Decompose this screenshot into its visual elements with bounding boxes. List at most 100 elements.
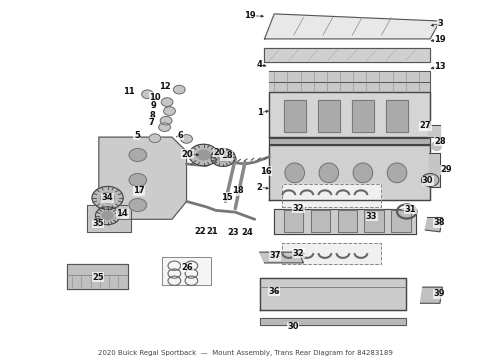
Bar [284,100,306,132]
Bar [386,100,408,132]
Circle shape [100,193,115,203]
Polygon shape [270,145,430,200]
Circle shape [218,153,228,162]
Polygon shape [67,264,128,289]
Text: 6: 6 [178,131,184,140]
Text: 7: 7 [148,118,154,127]
Text: 21: 21 [206,227,218,236]
Circle shape [160,116,172,125]
Text: 33: 33 [366,212,377,221]
Circle shape [164,107,175,115]
Bar [386,100,408,132]
Bar [318,100,340,132]
Polygon shape [425,217,442,232]
Text: 20: 20 [182,150,194,159]
Text: 14: 14 [116,210,128,219]
Text: 39: 39 [433,289,444,298]
Text: 2020 Buick Regal Sportback  —  Mount Assembly, Trans Rear Diagram for 84283189: 2020 Buick Regal Sportback — Mount Assem… [98,350,392,356]
Circle shape [189,144,218,166]
Ellipse shape [285,163,304,183]
Text: 22: 22 [195,227,206,236]
Circle shape [96,207,120,225]
Bar [428,125,440,137]
Polygon shape [260,278,406,310]
Circle shape [181,135,193,143]
Text: 20: 20 [214,148,225,157]
Text: 13: 13 [434,62,446,71]
Circle shape [129,149,147,161]
Bar [391,210,411,232]
Text: 26: 26 [182,263,194,272]
Polygon shape [162,257,211,285]
Circle shape [173,85,185,94]
Bar [284,210,303,232]
Bar [365,210,384,232]
Bar [338,210,357,232]
Circle shape [211,149,235,166]
Bar [338,210,357,232]
Polygon shape [260,318,406,325]
Polygon shape [270,82,430,93]
Text: 30: 30 [287,322,298,331]
Text: 16: 16 [260,167,271,176]
Text: 18: 18 [220,151,232,160]
Circle shape [102,212,113,220]
Circle shape [159,123,171,131]
Text: 32: 32 [293,249,304,258]
Polygon shape [87,205,130,232]
Polygon shape [282,243,381,264]
Text: 34: 34 [102,193,113,202]
Text: 17: 17 [133,186,145,195]
Ellipse shape [319,163,339,183]
Polygon shape [270,138,430,144]
Circle shape [149,134,161,143]
Text: 30: 30 [422,176,434,185]
Polygon shape [429,153,440,187]
Bar [311,210,330,232]
Text: 19: 19 [244,11,256,20]
Text: 1: 1 [257,108,263,117]
Text: 15: 15 [220,193,232,202]
Polygon shape [274,208,416,234]
Ellipse shape [353,163,373,183]
Text: 24: 24 [242,228,253,237]
Bar [318,100,340,132]
Text: 4: 4 [257,60,263,69]
Polygon shape [265,48,430,62]
Text: 37: 37 [270,251,281,260]
Text: 25: 25 [92,273,104,282]
Circle shape [421,174,439,186]
Text: 10: 10 [149,93,161,102]
Bar [311,210,330,232]
Text: 8: 8 [149,111,155,120]
Polygon shape [260,252,303,263]
Circle shape [129,199,147,211]
Circle shape [129,174,147,186]
Circle shape [161,98,173,107]
Circle shape [197,150,210,160]
Bar [284,210,303,232]
Text: 3: 3 [437,19,443,28]
Bar [365,210,384,232]
Circle shape [92,186,123,209]
Polygon shape [270,71,430,82]
Text: 19: 19 [434,35,446,44]
Ellipse shape [387,163,407,183]
Text: 27: 27 [419,121,431,130]
Circle shape [402,208,412,215]
Circle shape [142,90,153,99]
Polygon shape [420,287,442,303]
Text: 31: 31 [405,205,416,214]
Text: 5: 5 [134,131,140,140]
Text: 23: 23 [227,228,239,237]
Text: 29: 29 [440,166,452,175]
Bar [391,210,411,232]
Polygon shape [265,14,440,39]
Polygon shape [270,93,430,137]
Text: 35: 35 [92,219,104,228]
Text: 11: 11 [123,87,135,96]
Bar [284,100,306,132]
Text: 2: 2 [257,183,263,192]
Text: 12: 12 [159,82,171,91]
Text: 18: 18 [232,186,244,195]
